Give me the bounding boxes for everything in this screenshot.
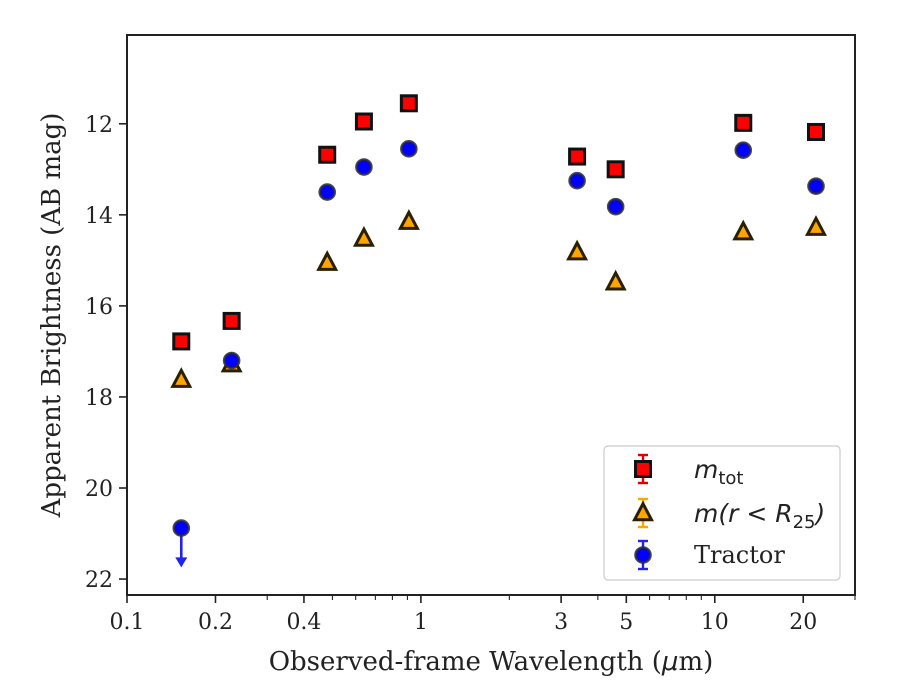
tractor-point	[606, 197, 625, 216]
legend-marker-tractor	[634, 546, 652, 564]
tractor-point	[318, 183, 337, 201]
tractor-point	[734, 141, 753, 159]
legend-label-mtot-main: m	[694, 455, 718, 484]
x-axis-label: Observed-frame Wavelength (μm)	[269, 647, 714, 677]
mtot-point	[318, 145, 337, 164]
axis-ticks: 0.1 0.2 0.4 1 3 5 10 20 12 14 16 18 20 22	[85, 113, 856, 635]
tractor-point	[807, 177, 825, 195]
x-axis-label-main: Observed-frame Wavelength (	[269, 647, 662, 677]
mtot-point	[734, 113, 753, 132]
upper-limit-arrow-head	[175, 557, 188, 568]
mtot-point	[222, 311, 241, 330]
legend-handle-mr25	[632, 497, 654, 529]
mr25-point	[604, 269, 627, 291]
mtot-point	[568, 147, 587, 166]
legend-label-mr25: m(r < R25)	[694, 499, 825, 533]
y-tick-label: 22	[85, 568, 113, 593]
tractor-point	[222, 351, 241, 370]
x-tick-label: 5	[619, 610, 633, 635]
series-tractor	[172, 140, 825, 568]
mtot-point	[806, 122, 825, 141]
y-tick-label: 16	[85, 295, 113, 320]
y-axis-label: Apparent Brightness (AB mag)	[37, 113, 67, 519]
x-axis-label-end: m)	[678, 647, 713, 677]
mtot-point	[399, 94, 418, 113]
series-mtot	[172, 94, 825, 351]
x-tick-label: 1	[414, 610, 428, 635]
y-tick-label: 20	[85, 477, 113, 502]
mr25-point	[732, 219, 755, 241]
x-axis-label-mu: μ	[661, 647, 679, 677]
mtot-point	[172, 332, 191, 351]
tractor-point	[568, 171, 586, 190]
x-tick-label: 0.1	[110, 610, 145, 635]
legend-label-mr25-sub: 25	[793, 512, 816, 533]
tractor-point	[400, 140, 418, 158]
legend-label-mr25-main: m(r < R	[694, 499, 793, 528]
legend-box	[603, 445, 841, 581]
mtot-point	[606, 160, 625, 179]
chart-marks	[170, 94, 827, 568]
legend-handle-tractor	[634, 539, 652, 571]
y-tick-label: 14	[85, 204, 113, 229]
legend: mtot m(r < R25) Tractor	[603, 445, 841, 581]
legend-marker-mr25	[632, 500, 654, 522]
mr25-point	[170, 367, 193, 388]
legend-label-tractor: Tractor	[694, 541, 785, 569]
y-tick-label: 18	[85, 386, 113, 411]
x-tick-label: 20	[789, 610, 817, 635]
y-tick-label: 12	[85, 113, 113, 138]
mr25-point	[805, 215, 827, 236]
legend-handle-mtot	[634, 453, 652, 485]
mr25-point	[316, 250, 339, 271]
series-mr25	[170, 209, 827, 388]
mtot-point	[354, 112, 373, 131]
mr25-point	[352, 226, 375, 247]
x-tick-label: 0.4	[286, 610, 321, 635]
x-tick-label: 10	[701, 610, 729, 635]
tractor-point	[355, 158, 373, 176]
mr25-point	[397, 209, 420, 230]
x-tick-label: 0.2	[198, 610, 233, 635]
x-tick-label: 3	[554, 610, 568, 635]
mr25-point	[566, 239, 589, 261]
legend-label-mtot-sub: tot	[718, 468, 743, 489]
legend-marker-mtot	[634, 460, 652, 478]
legend-label-mtot: mtot	[694, 455, 744, 489]
tractor-point	[172, 519, 191, 537]
plot-frame	[126, 34, 856, 596]
legend-label-mr25-end: )	[814, 499, 826, 528]
